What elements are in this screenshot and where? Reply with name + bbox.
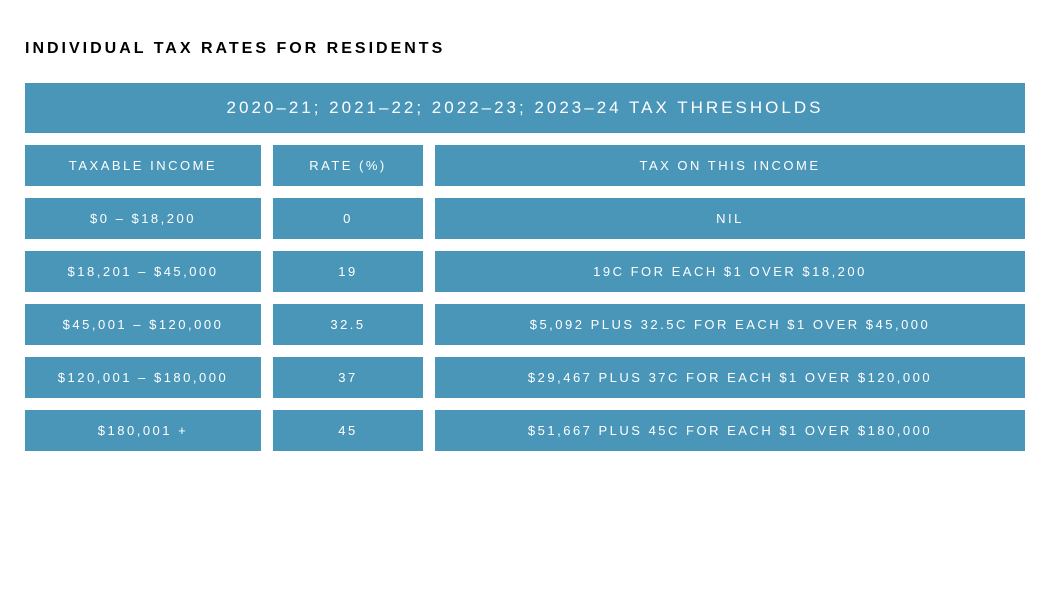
cell-income: $45,001 – $120,000 — [25, 304, 261, 345]
cell-income: $0 – $18,200 — [25, 198, 261, 239]
cell-rate: 37 — [273, 357, 423, 398]
col-header-tax: TAX ON THIS INCOME — [435, 145, 1025, 186]
table-row: $45,001 – $120,000 32.5 $5,092 PLUS 32.5… — [25, 304, 1025, 345]
table-row: $120,001 – $180,000 37 $29,467 PLUS 37C … — [25, 357, 1025, 398]
cell-rate: 0 — [273, 198, 423, 239]
table-header-row: TAXABLE INCOME RATE (%) TAX ON THIS INCO… — [25, 145, 1025, 186]
cell-rate: 45 — [273, 410, 423, 451]
cell-tax: 19C FOR EACH $1 OVER $18,200 — [435, 251, 1025, 292]
cell-income: $18,201 – $45,000 — [25, 251, 261, 292]
cell-tax: NIL — [435, 198, 1025, 239]
cell-tax: $29,467 PLUS 37C FOR EACH $1 OVER $120,0… — [435, 357, 1025, 398]
cell-tax: $51,667 PLUS 45C FOR EACH $1 OVER $180,0… — [435, 410, 1025, 451]
table-row: $0 – $18,200 0 NIL — [25, 198, 1025, 239]
col-header-rate: RATE (%) — [273, 145, 423, 186]
cell-income: $180,001 + — [25, 410, 261, 451]
cell-rate: 19 — [273, 251, 423, 292]
table-row: $180,001 + 45 $51,667 PLUS 45C FOR EACH … — [25, 410, 1025, 451]
cell-rate: 32.5 — [273, 304, 423, 345]
table-row: $18,201 – $45,000 19 19C FOR EACH $1 OVE… — [25, 251, 1025, 292]
cell-income: $120,001 – $180,000 — [25, 357, 261, 398]
page-title: INDIVIDUAL TAX RATES FOR RESIDENTS — [25, 40, 1025, 58]
cell-tax: $5,092 PLUS 32.5C FOR EACH $1 OVER $45,0… — [435, 304, 1025, 345]
col-header-income: TAXABLE INCOME — [25, 145, 261, 186]
years-banner: 2020–21; 2021–22; 2022–23; 2023–24 TAX T… — [25, 83, 1025, 133]
